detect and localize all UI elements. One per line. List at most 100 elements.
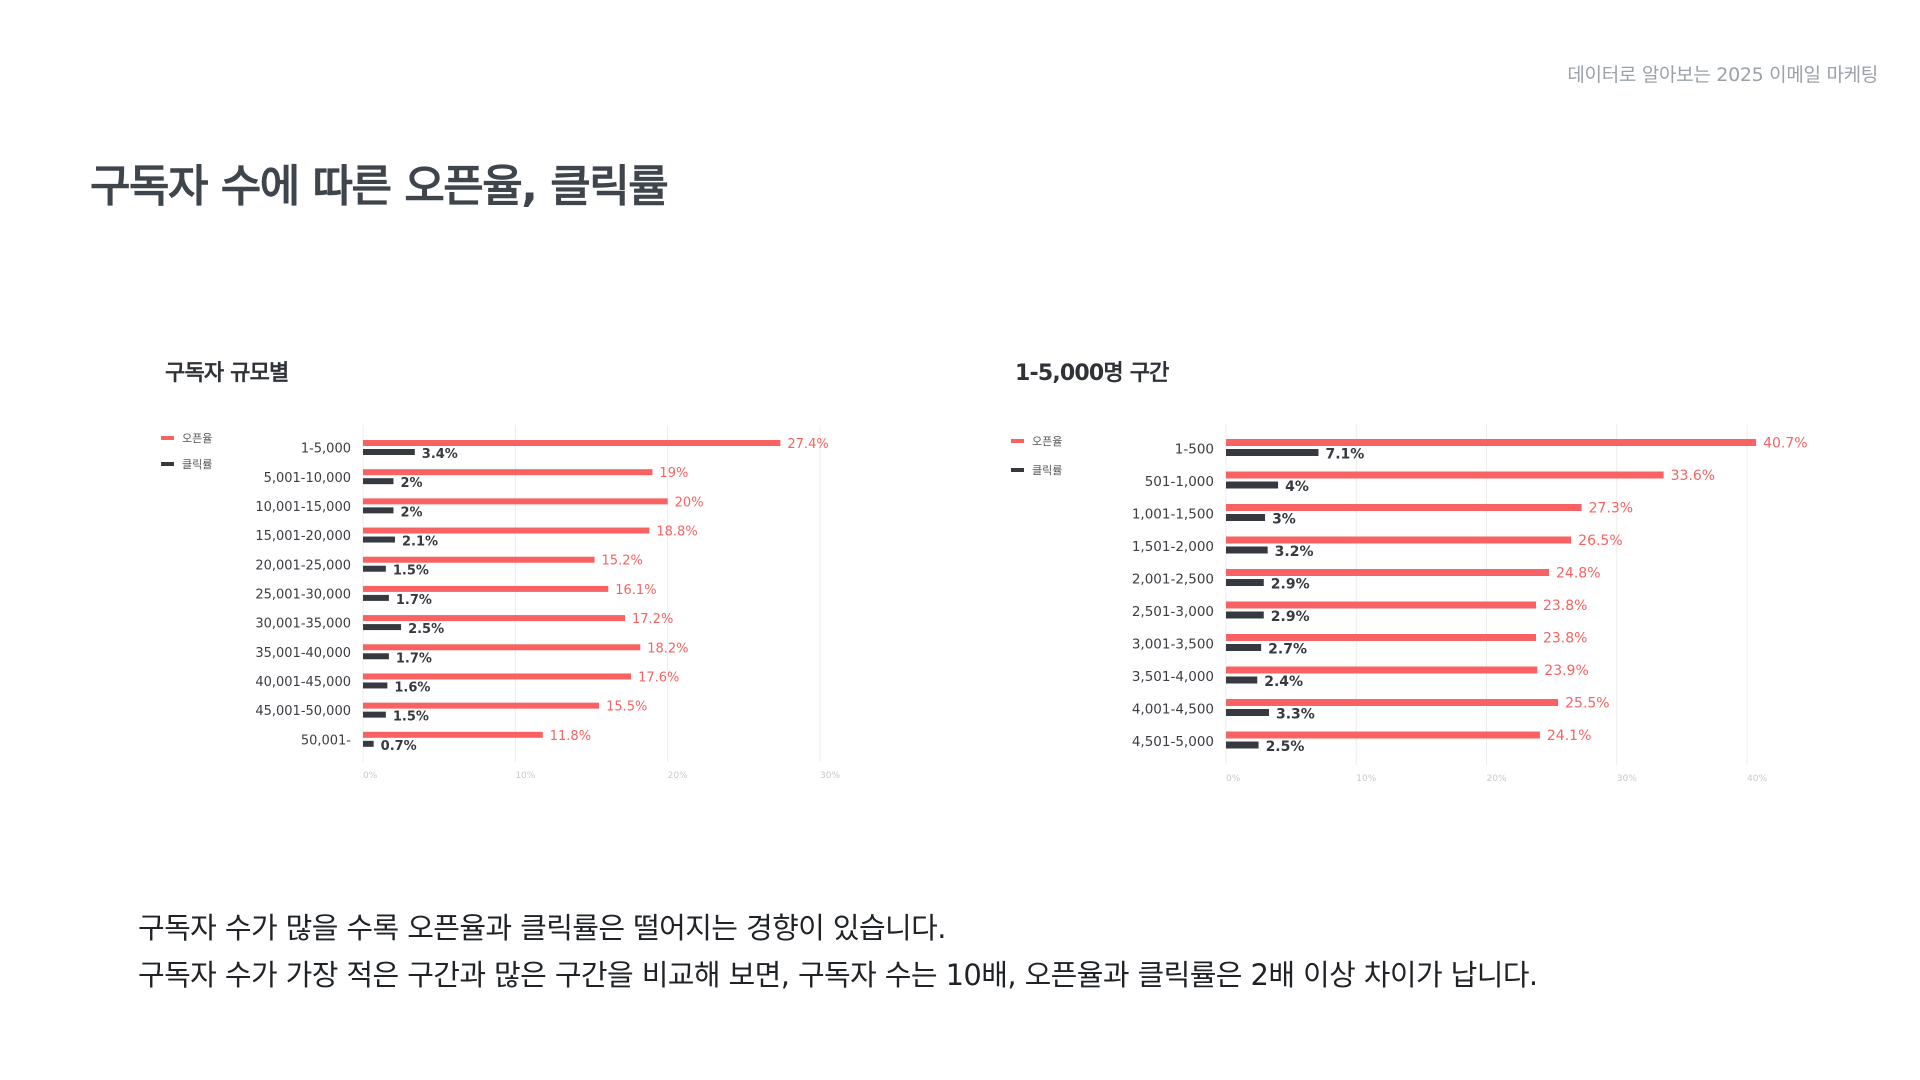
click-rate-value-label: 2.9% (1271, 577, 1310, 593)
summary-line-1: 구독자 수가 많을 수록 오픈율과 클릭률은 떨어지는 경향이 있습니다. (138, 911, 946, 945)
chart-title: 구독자 규모별 (165, 361, 289, 386)
legend-label-open: 오픈율 (182, 432, 213, 445)
click-rate-value-label: 1.5% (393, 710, 429, 725)
category-label: 5,001-10,000 (264, 471, 351, 486)
report-brand-label: 데이터로 알아보는 2025 이메일 마케팅 (1567, 64, 1878, 86)
click-rate-bar (363, 565, 386, 572)
click-rate-bar (1226, 579, 1264, 586)
click-rate-bar (1226, 546, 1268, 554)
open-rate-value-label: 15.2% (602, 554, 643, 569)
open-rate-bar (1226, 569, 1550, 576)
x-tick-label: 20% (1487, 774, 1507, 784)
open-rate-value-label: 26.5% (1578, 533, 1622, 549)
category-label: 1,001-1,500 (1132, 506, 1214, 522)
bar-chart-plot: 0% 10% 20% 30% 1-5,000 27.4% 3.4% 5,001-10,000 1… (255, 425, 840, 781)
click-rate-value-label: 3.3% (1276, 707, 1315, 723)
click-rate-value-label: 2% (400, 505, 422, 520)
legend-swatch-click (161, 462, 174, 466)
open-rate-value-label: 20% (675, 495, 704, 510)
x-tick-label: 40% (1747, 774, 1767, 784)
legend-label-click: 클릭률 (1032, 463, 1063, 477)
legend-swatch-click (1011, 467, 1024, 472)
open-rate-bar (1226, 601, 1536, 609)
open-rate-bar (1226, 439, 1757, 446)
click-rate-value-label: 2.5% (1266, 739, 1305, 755)
x-tick-label: 30% (820, 771, 840, 781)
category-label: 15,001-20,000 (255, 529, 351, 544)
click-rate-value-label: 3.2% (1275, 544, 1314, 560)
chart-legend: 오픈율 클릭률 (1011, 426, 1062, 484)
click-rate-bar (363, 507, 394, 514)
open-rate-value-label: 23.8% (1543, 598, 1587, 614)
open-rate-value-label: 23.8% (1543, 631, 1587, 647)
category-label: 20,001-25,000 (255, 558, 351, 573)
click-rate-bar (1226, 611, 1264, 619)
open-rate-bar (1226, 536, 1572, 544)
open-rate-bar (1226, 634, 1536, 641)
open-rate-value-label: 15.5% (606, 700, 647, 715)
category-label: 45,001-50,000 (255, 704, 351, 719)
legend-label-click: 클릭률 (182, 458, 213, 471)
x-tick-label: 10% (1356, 774, 1376, 784)
open-rate-value-label: 40.7% (1763, 436, 1807, 452)
click-rate-value-label: 1.6% (394, 680, 430, 695)
click-rate-bar (1226, 741, 1259, 749)
click-rate-bar (363, 682, 388, 689)
category-label: 2,001-2,500 (1132, 571, 1214, 587)
click-rate-bar (363, 740, 374, 747)
open-rate-value-label: 17.2% (632, 612, 673, 627)
click-rate-value-label: 2.4% (1264, 674, 1303, 690)
open-rate-bar (363, 673, 632, 680)
click-rate-bar (1226, 644, 1262, 651)
click-rate-value-label: 2.7% (1268, 642, 1307, 658)
category-label: 40,001-45,000 (255, 675, 351, 690)
open-rate-value-label: 27.4% (787, 437, 828, 452)
open-rate-bar (363, 498, 668, 505)
legend-item-click: 클릭률 (161, 451, 212, 477)
click-rate-value-label: 1.7% (396, 593, 432, 608)
open-rate-value-label: 24.1% (1547, 728, 1591, 744)
open-rate-value-label: 18.8% (656, 525, 697, 540)
legend-item-open: 오픈율 (161, 425, 212, 451)
open-rate-bar (363, 585, 609, 592)
click-rate-bar (363, 624, 402, 631)
click-rate-bar (1226, 709, 1269, 716)
chart-title: 1-5,000명 구간 (1015, 361, 1169, 386)
x-tick-label: 30% (1617, 774, 1637, 784)
category-label: 10,001-15,000 (255, 500, 351, 515)
open-rate-bar (1226, 731, 1540, 739)
open-rate-bar (363, 440, 781, 446)
open-rate-bar (1226, 666, 1538, 674)
click-rate-value-label: 4% (1285, 479, 1309, 495)
open-rate-value-label: 18.2% (647, 641, 688, 656)
category-label: 501-1,000 (1145, 474, 1214, 490)
category-label: 3,501-4,000 (1132, 669, 1214, 685)
open-rate-bar (1226, 699, 1559, 706)
open-rate-bar (1226, 471, 1664, 479)
category-label: 3,001-3,500 (1132, 636, 1214, 652)
x-tick-label: 0% (1226, 774, 1241, 784)
x-tick-label: 10% (515, 771, 535, 781)
click-rate-value-label: 3% (1272, 512, 1296, 528)
open-rate-bar (363, 527, 650, 534)
click-rate-bar (1226, 676, 1258, 684)
category-label: 1,501-2,000 (1132, 539, 1214, 555)
click-rate-value-label: 2.9% (1271, 609, 1310, 625)
category-label: 1-5,000 (301, 442, 351, 457)
legend-swatch-open (1011, 438, 1024, 443)
legend-label-open: 오픈율 (1032, 434, 1063, 448)
click-rate-bar (363, 449, 415, 455)
click-rate-bar (363, 653, 389, 660)
click-rate-bar (1226, 514, 1266, 521)
open-rate-bar (363, 556, 595, 563)
category-label: 50,001- (301, 733, 351, 748)
click-rate-value-label: 1.7% (396, 651, 432, 666)
x-tick-label: 20% (668, 771, 688, 781)
click-rate-bar (1226, 449, 1319, 456)
open-rate-bar (363, 731, 543, 738)
open-rate-bar (363, 702, 600, 709)
legend-item-open: 오픈율 (1011, 426, 1062, 455)
open-rate-value-label: 24.8% (1556, 566, 1600, 582)
summary-line-2: 구독자 수가 가장 적은 구간과 많은 구간을 비교해 보면, 구독자 수는 1… (138, 958, 1538, 992)
page-title: 구독자 수에 따른 오픈율, 클릭률 (90, 161, 669, 212)
